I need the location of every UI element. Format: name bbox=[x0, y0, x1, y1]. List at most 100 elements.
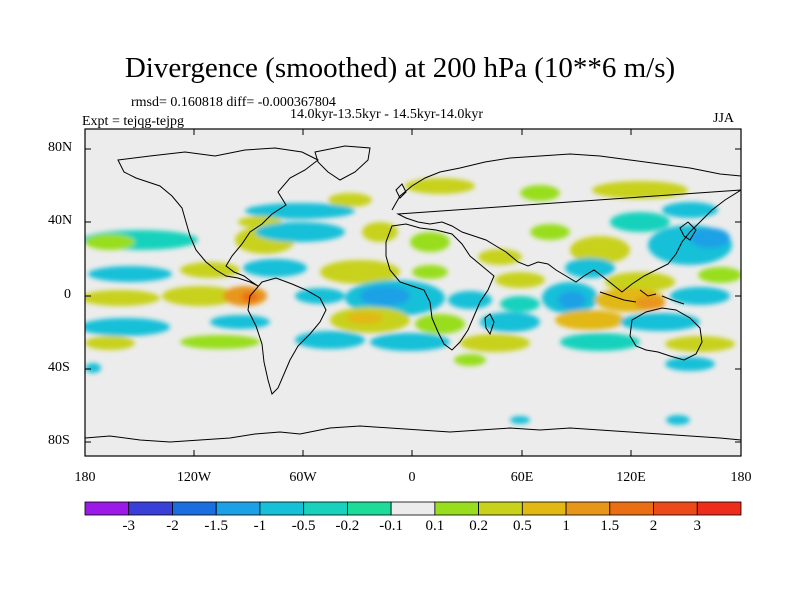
colorbar-label: 1 bbox=[562, 518, 570, 534]
field-blob bbox=[555, 310, 625, 330]
field-blob bbox=[530, 224, 570, 240]
colorbar-label: -2 bbox=[166, 518, 179, 534]
coastline-australia bbox=[629, 307, 703, 361]
field-blob bbox=[520, 185, 560, 201]
coastline-south-america bbox=[247, 277, 327, 395]
x-tick-label: 120E bbox=[616, 470, 646, 485]
field-blob bbox=[243, 259, 307, 277]
field-blob bbox=[665, 336, 735, 352]
axis-ticks bbox=[84, 129, 742, 456]
field-blob bbox=[620, 313, 700, 331]
field-blob bbox=[362, 222, 398, 242]
field-blob bbox=[85, 363, 101, 373]
field-blob bbox=[495, 272, 545, 288]
colorbar-swatch bbox=[172, 501, 217, 516]
field-blob bbox=[665, 357, 715, 371]
field-blob bbox=[478, 249, 522, 265]
colorbar-swatch bbox=[346, 501, 392, 516]
field-blob bbox=[85, 336, 135, 350]
coastline-greenland bbox=[314, 145, 371, 181]
coastline-north-america bbox=[117, 147, 319, 287]
field-blob bbox=[360, 286, 410, 306]
colorbar-label: -0.1 bbox=[379, 518, 403, 534]
y-tick-label: 40S bbox=[48, 360, 70, 375]
field-blob bbox=[85, 290, 160, 306]
coastline-japan bbox=[679, 221, 697, 241]
colorbar-label: -1.5 bbox=[204, 518, 229, 534]
field-blob bbox=[560, 333, 640, 351]
colorbar-swatch bbox=[434, 501, 480, 516]
colorbar-label: -0.5 bbox=[291, 518, 316, 534]
field-blob bbox=[480, 312, 540, 332]
field-blob bbox=[510, 416, 530, 424]
colorbar-swatch bbox=[653, 501, 698, 516]
colorbar-swatch bbox=[565, 501, 611, 516]
x-tick-label: 180 bbox=[74, 470, 96, 485]
colorbar-label: 0.2 bbox=[469, 518, 488, 534]
colorbar-swatch bbox=[609, 501, 654, 516]
field-blob bbox=[670, 287, 730, 305]
field-blob bbox=[662, 202, 718, 218]
coastline-indonesia bbox=[599, 289, 685, 305]
field-blob bbox=[558, 291, 586, 309]
field-blob bbox=[180, 335, 260, 349]
field-blob bbox=[295, 331, 365, 349]
colorbar-swatch bbox=[390, 501, 436, 516]
field-blob bbox=[410, 232, 450, 252]
field-blob bbox=[454, 354, 486, 366]
field-blob bbox=[85, 318, 170, 336]
field-blob bbox=[162, 286, 238, 306]
field-blob bbox=[320, 260, 400, 284]
chart-title: Divergence (smoothed) at 200 hPa (10**6 … bbox=[124, 52, 676, 84]
y-tick-label: 0 bbox=[64, 287, 71, 302]
field-blob bbox=[405, 178, 475, 194]
coastline-antarctica bbox=[85, 425, 741, 443]
x-tick-label: 60W bbox=[289, 470, 317, 485]
field-blob bbox=[592, 181, 688, 199]
divergence-field bbox=[85, 178, 741, 425]
colorbar-swatch bbox=[84, 501, 130, 516]
field-blob bbox=[255, 222, 345, 242]
colorbar-swatch bbox=[478, 501, 523, 516]
colorbar-swatch bbox=[521, 501, 567, 516]
colorbar-label: 2 bbox=[649, 518, 658, 534]
colorbar bbox=[84, 501, 742, 516]
coastline-eurasia bbox=[391, 153, 741, 293]
x-tick-label: 0 bbox=[408, 470, 416, 485]
field-blob bbox=[370, 333, 450, 351]
field-blob bbox=[666, 415, 690, 425]
colorbar-swatch bbox=[128, 501, 173, 516]
field-blob bbox=[690, 228, 730, 248]
field-blob bbox=[412, 265, 448, 279]
field-blob bbox=[415, 314, 465, 334]
field-blob bbox=[295, 288, 345, 304]
field-blob bbox=[698, 267, 741, 283]
colorbar-label: -0.2 bbox=[335, 518, 360, 534]
colorbar-swatch bbox=[303, 501, 348, 516]
period-annotation: 14.0kyr-13.5kyr - 14.5kyr-14.0kyr bbox=[290, 107, 484, 122]
colorbar-label: -3 bbox=[122, 518, 135, 534]
coastline-uk bbox=[395, 183, 407, 199]
colorbar-swatch bbox=[215, 501, 261, 516]
map-frame bbox=[84, 128, 742, 457]
field-blob bbox=[448, 291, 492, 309]
coastlines bbox=[85, 145, 741, 443]
x-tick-label: 180 bbox=[730, 470, 752, 485]
field-blob bbox=[635, 296, 665, 310]
colorbar-label: -1 bbox=[253, 518, 267, 534]
colorbar-label: 0.5 bbox=[512, 518, 532, 534]
field-blob bbox=[565, 258, 615, 278]
field-blob bbox=[88, 266, 172, 282]
field-blob bbox=[500, 296, 540, 312]
field-blob bbox=[570, 236, 630, 264]
field-blob bbox=[328, 193, 372, 207]
coastline-madagascar bbox=[484, 313, 495, 336]
colorbar-swatch bbox=[259, 501, 305, 516]
coastline-africa bbox=[385, 223, 495, 351]
field-blob bbox=[245, 203, 355, 219]
field-blob bbox=[347, 312, 383, 324]
y-tick-label: 40N bbox=[48, 213, 73, 228]
stats-annotation: rmsd= 0.160818 diff= -0.000367804 bbox=[131, 95, 336, 110]
season-label: JJA bbox=[713, 111, 735, 126]
